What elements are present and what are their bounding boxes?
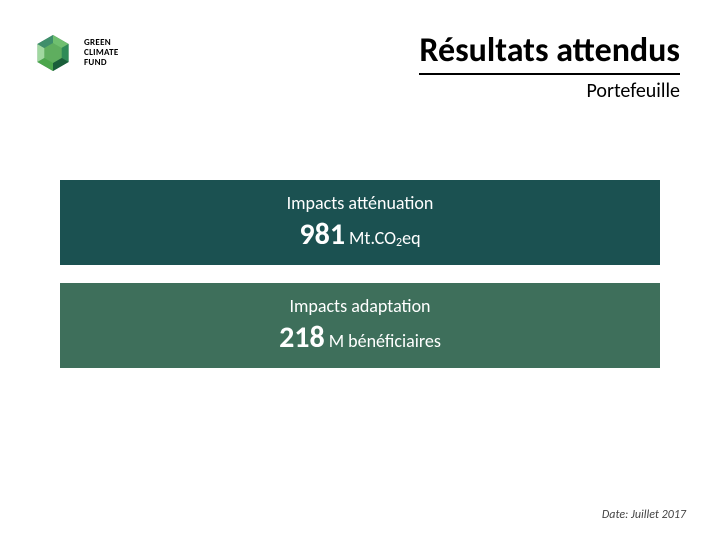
- band-adaptation-number: 218: [279, 319, 325, 356]
- band-attenuation: Impacts atténuation 981Mt.CO2eq: [60, 180, 660, 265]
- title-block: Résultats attendus Portefeuille: [419, 30, 680, 103]
- header: GREEN CLIMATE FUND Résultats attendus Po…: [0, 0, 720, 103]
- footer-date: Date: Juillet 2017: [602, 508, 686, 522]
- globe-icon: [30, 30, 76, 76]
- band-adaptation-label: Impacts adaptation: [289, 295, 430, 317]
- band-adaptation-unit: M bénéficiaires: [329, 330, 441, 352]
- logo-line3: FUND: [84, 58, 119, 68]
- band-attenuation-label: Impacts atténuation: [287, 192, 434, 214]
- band-attenuation-value: 981Mt.CO2eq: [299, 216, 420, 253]
- logo-text: GREEN CLIMATE FUND: [84, 38, 119, 68]
- page-subtitle: Portefeuille: [419, 79, 680, 103]
- band-adaptation: Impacts adaptation 218M bénéficiaires: [60, 283, 660, 368]
- band-adaptation-value: 218M bénéficiaires: [279, 319, 441, 356]
- band-attenuation-unit-post: eq: [402, 227, 420, 249]
- band-attenuation-unit-sub: 2: [396, 236, 402, 250]
- band-attenuation-unit-pre: Mt.CO: [349, 227, 396, 249]
- page-title: Résultats attendus: [419, 30, 680, 75]
- band-attenuation-number: 981: [299, 216, 345, 253]
- info-bands: Impacts atténuation 981Mt.CO2eq Impacts …: [60, 180, 660, 386]
- logo-block: GREEN CLIMATE FUND: [30, 30, 119, 76]
